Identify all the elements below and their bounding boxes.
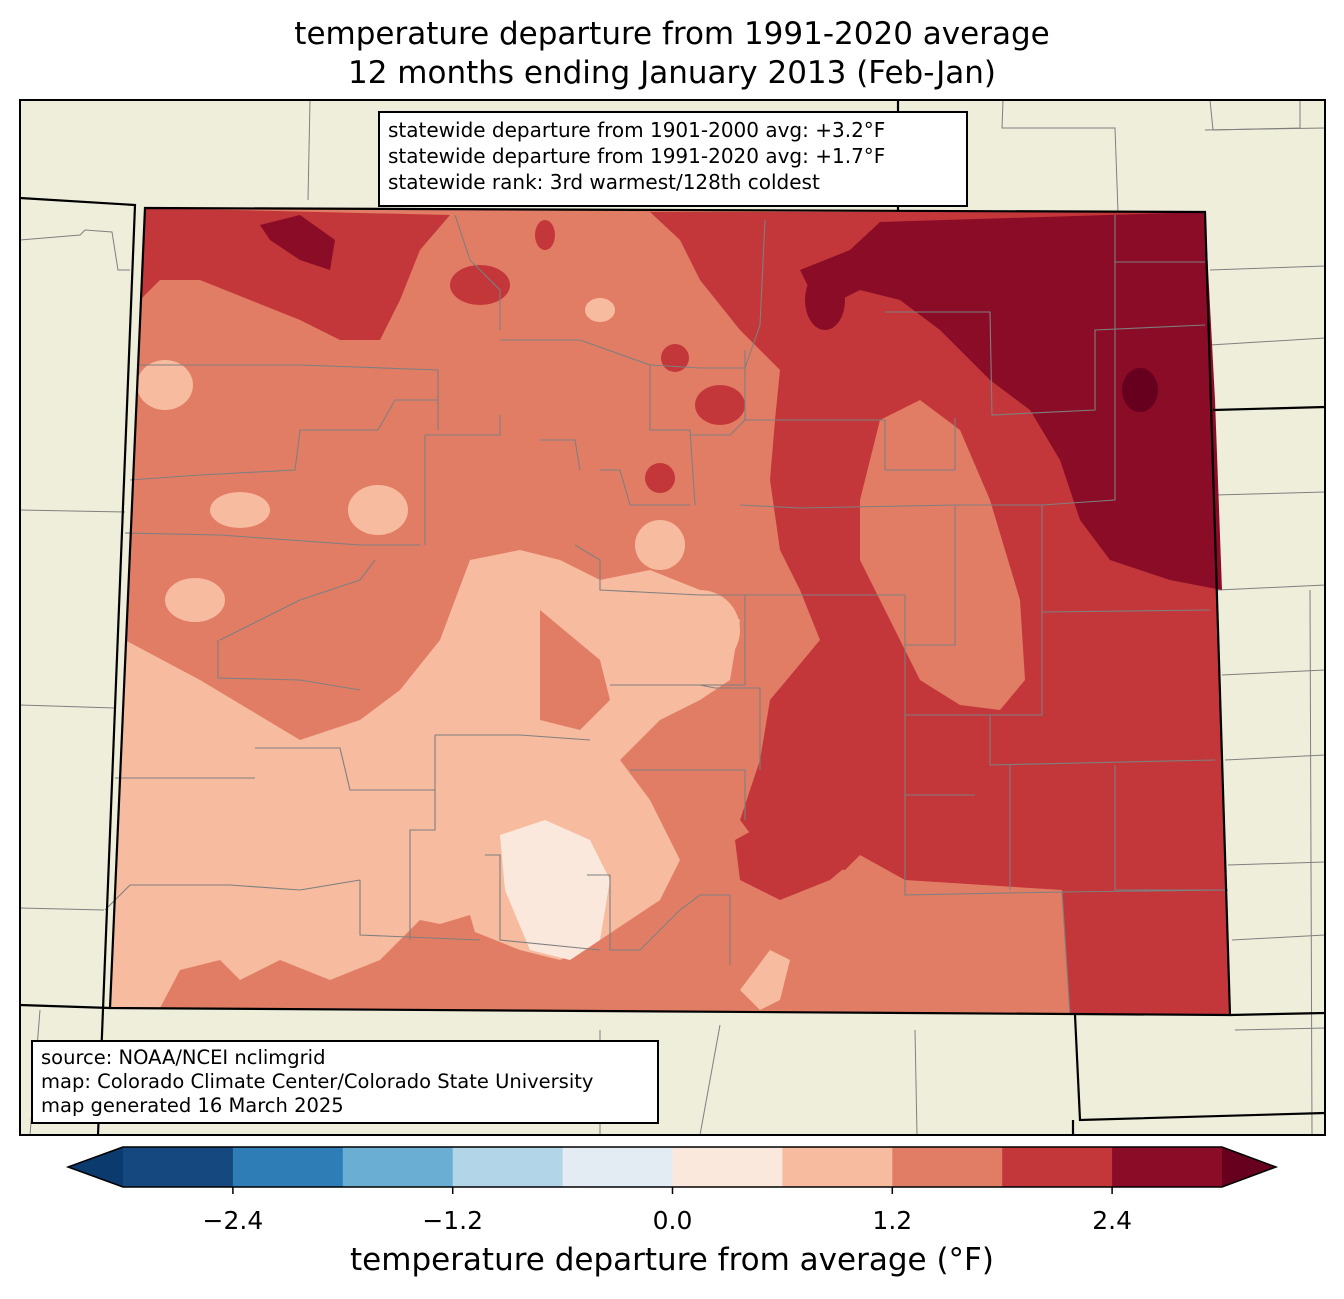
- colorbar-segment: [562, 1147, 673, 1187]
- field-warm-nw: [140, 208, 450, 340]
- field-very-warm-nw: [260, 215, 335, 270]
- credits-line-2: map: Colorado Climate Center/Colorado St…: [41, 1070, 594, 1093]
- map-title: temperature departure from 1991-2020 ave…: [294, 16, 1050, 52]
- field-blob-5: [635, 520, 685, 570]
- colorbar-segment: [672, 1147, 783, 1187]
- field-blob-1: [137, 360, 193, 410]
- field-sw-corner: [160, 960, 240, 1008]
- colorbar-segment: [342, 1147, 454, 1187]
- field-blob-4: [165, 578, 225, 622]
- field-spot-6: [805, 270, 845, 330]
- neighbor-county-lines: [19, 99, 1326, 1136]
- field-spot-5: [535, 220, 555, 250]
- credits-line-1: source: NOAA/NCEI nclimgrid: [41, 1046, 326, 1069]
- field-max-spot: [1122, 368, 1158, 412]
- field-blob-7: [660, 590, 740, 670]
- field-se-patch: [735, 815, 860, 900]
- colorbar-tick-label: 1.2: [872, 1206, 913, 1235]
- field-blob-2: [210, 492, 270, 528]
- map-frame: [19, 99, 1326, 1136]
- field-blob-3: [348, 485, 408, 535]
- field-blob-6: [585, 298, 615, 322]
- stats-line-2: statewide departure from 1991-2020 avg: …: [388, 144, 886, 168]
- colorbar-extend-low: [68, 1147, 123, 1187]
- stats-line-3: statewide rank: 3rd warmest/128th coldes…: [388, 170, 820, 194]
- colorbar-tick-label: −2.4: [202, 1206, 264, 1235]
- field-spot-1: [450, 265, 510, 305]
- statewide-stats-box: statewide departure from 1901-2000 avg: …: [378, 111, 968, 207]
- field-sangre: [540, 610, 610, 730]
- colorbar-tick-label: −1.2: [422, 1206, 484, 1235]
- colorbar-segment: [452, 1147, 564, 1187]
- field-south-pale: [740, 950, 790, 1010]
- colorbar-segment: [892, 1147, 1003, 1187]
- colorbar-tick-label: 0.0: [652, 1206, 693, 1235]
- field-spot-2: [661, 344, 689, 372]
- colorbar-segment: [1112, 1147, 1223, 1187]
- colorbar-title: temperature departure from average (°F): [350, 1242, 994, 1278]
- field-very-warm-ne: [800, 212, 1222, 590]
- field-south-ridge: [380, 915, 480, 980]
- county-lines: [104, 214, 1229, 1016]
- colorbar: [65, 1146, 1279, 1194]
- field-san-luis: [500, 820, 610, 960]
- colorbar-segment: [1002, 1147, 1113, 1187]
- credits-line-3: map generated 16 March 2025: [41, 1094, 344, 1117]
- colorbar-tick-label: 2.4: [1092, 1206, 1132, 1235]
- field-spot-4: [645, 463, 675, 493]
- stats-line-1: statewide departure from 1901-2000 avg: …: [388, 118, 886, 142]
- colorbar-segment: [232, 1147, 344, 1187]
- colorbar-segment: [782, 1147, 893, 1187]
- colorbar-segment: [123, 1147, 234, 1187]
- field-spot-3: [695, 385, 745, 425]
- colorbar-extend-high: [1222, 1147, 1276, 1187]
- field-east-central: [860, 400, 1025, 710]
- colorbar-outline: [65, 1146, 1279, 1188]
- map-subtitle: 12 months ending January 2013 (Feb-Jan): [347, 55, 996, 91]
- credits-box: source: NOAA/NCEI nclimgrid map: Colorad…: [31, 1040, 659, 1124]
